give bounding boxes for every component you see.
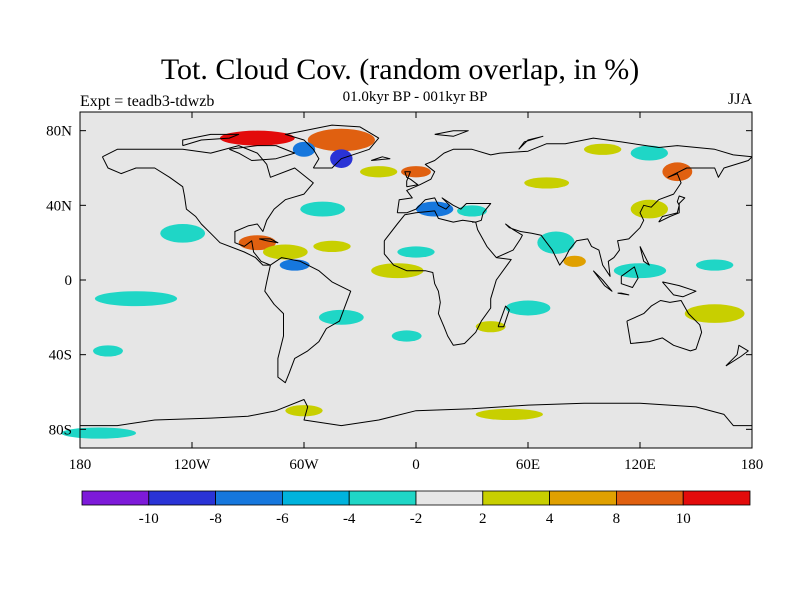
lat-tick-label: 80N: [46, 124, 72, 140]
coastline-layer: [80, 124, 753, 427]
map-title: Tot. Cloud Cov. (random overlap, in %): [160, 53, 640, 86]
anomaly-patch: [360, 166, 398, 178]
colorbar-label: 10: [676, 511, 691, 527]
anomaly-patch: [313, 240, 351, 252]
lat-tick-label: 80S: [49, 422, 72, 438]
anomaly-patch: [537, 231, 575, 254]
anomaly-patch: [262, 244, 308, 260]
anomaly-patch: [371, 263, 424, 279]
anomaly-patch: [475, 408, 543, 420]
anomaly-patch: [292, 141, 316, 157]
anomaly-patch: [630, 199, 668, 219]
lon-tick-label: 120W: [174, 457, 212, 473]
colorbar-label: 2: [479, 511, 487, 527]
anomaly-patch: [160, 224, 206, 243]
coastline: [497, 305, 510, 328]
map-subtitle: 01.0kyr BP - 001kyr BP: [342, 89, 488, 105]
coastline: [371, 156, 391, 161]
anomaly-patch: [457, 205, 487, 217]
anomaly-patch: [307, 128, 375, 152]
experiment-label: Expt = teadb3-tdwzb: [80, 93, 215, 110]
colorbar-swatch: [482, 490, 550, 506]
colorbar-label: 4: [546, 511, 554, 527]
coastline: [80, 399, 752, 427]
coastline: [101, 145, 314, 266]
colorbar-label: 8: [613, 511, 621, 527]
lon-tick-label: 120E: [624, 457, 656, 473]
coastline: [182, 133, 240, 147]
coastline: [518, 135, 544, 150]
colorbar-swatch: [281, 490, 350, 506]
anomaly-patch: [563, 255, 586, 267]
latitude-axis: 80N 40N 0 40S 80S: [46, 124, 752, 438]
anomaly-patch: [220, 130, 295, 146]
colorbar-swatch: [682, 490, 751, 506]
season-label: JJA: [727, 91, 752, 108]
coastline: [396, 137, 753, 213]
coastline: [639, 246, 650, 266]
coastline: [592, 270, 613, 292]
lon-tick-label: 60E: [516, 457, 540, 473]
colorbar-swatch: [215, 490, 283, 506]
anomaly-patch: [613, 263, 667, 279]
anomaly-patch: [475, 321, 506, 333]
coastline: [229, 145, 296, 161]
coastline: [620, 266, 639, 288]
colorbar: -10 -8 -6 -4 -2 2 4 8 10: [81, 490, 751, 527]
anomaly-patch: [285, 405, 323, 417]
anomaly-patch: [401, 166, 431, 178]
anomaly-patch: [391, 330, 422, 342]
lon-tick-label: 0: [412, 457, 420, 473]
anomaly-patch: [300, 201, 346, 217]
anomaly-patch: [397, 246, 435, 258]
anomaly-patch: [416, 201, 454, 217]
anomaly-patch: [94, 291, 178, 307]
anomaly-patch: [279, 259, 310, 271]
anomaly-patch: [662, 162, 693, 182]
anomaly-patch: [584, 143, 622, 155]
longitude-axis: 180 120W 60W 0 60E 120E 180: [69, 112, 764, 473]
lat-tick-label: 40N: [46, 198, 72, 214]
colorbar-swatch: [616, 490, 684, 506]
colorbar-label: -4: [343, 511, 356, 527]
anomaly-patch: [93, 345, 123, 357]
colorbar-label: -8: [209, 511, 222, 527]
colorbar-swatch: [348, 490, 417, 506]
anomaly-patch: [524, 177, 570, 189]
colorbar-swatch: [81, 490, 150, 506]
colorbar-label: -2: [410, 511, 423, 527]
anomaly-patch: [630, 145, 668, 161]
colorbar-swatch: [415, 490, 484, 506]
coastline: [264, 257, 352, 384]
coastline: [397, 197, 492, 223]
coastline: [284, 124, 380, 169]
coastline: [725, 344, 749, 367]
coastline: [658, 195, 686, 223]
lon-tick-label: 60W: [289, 457, 319, 473]
colorbar-swatch: [549, 490, 617, 506]
coastline: [617, 292, 630, 296]
anomaly-patch: [505, 300, 551, 316]
map-ocean-background: [80, 112, 752, 448]
colorbar-swatch: [148, 490, 217, 506]
colorbar-label: -10: [139, 511, 159, 527]
lat-tick-label: 40S: [49, 348, 72, 364]
anomaly-patch: [61, 427, 137, 439]
coastline: [496, 156, 753, 277]
coastline: [434, 130, 469, 137]
colorbar-label: -6: [276, 511, 289, 527]
lon-tick-label: 180: [69, 457, 92, 473]
coastline: [383, 210, 512, 346]
coastline: [404, 171, 419, 188]
lon-tick-label: 180: [741, 457, 764, 473]
coastline: [626, 300, 703, 352]
anomaly-patch: [684, 304, 745, 323]
lat-tick-label: 0: [65, 273, 73, 289]
coastline: [259, 238, 279, 244]
coastline: [662, 281, 697, 298]
anomaly-patch: [696, 259, 734, 271]
